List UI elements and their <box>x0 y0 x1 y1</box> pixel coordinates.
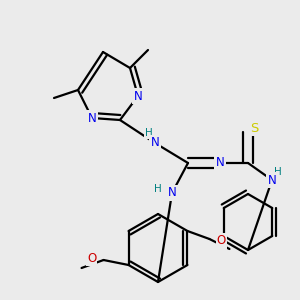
Text: N: N <box>268 173 276 187</box>
Text: O: O <box>87 251 96 265</box>
Text: N: N <box>88 112 96 124</box>
Text: N: N <box>151 136 159 149</box>
Text: N: N <box>134 89 142 103</box>
Text: O: O <box>217 235 226 248</box>
Text: H: H <box>274 167 282 177</box>
Text: H: H <box>154 184 162 194</box>
Text: H: H <box>145 128 153 138</box>
Text: N: N <box>216 157 224 169</box>
Text: S: S <box>250 122 258 134</box>
Text: N: N <box>168 187 176 200</box>
